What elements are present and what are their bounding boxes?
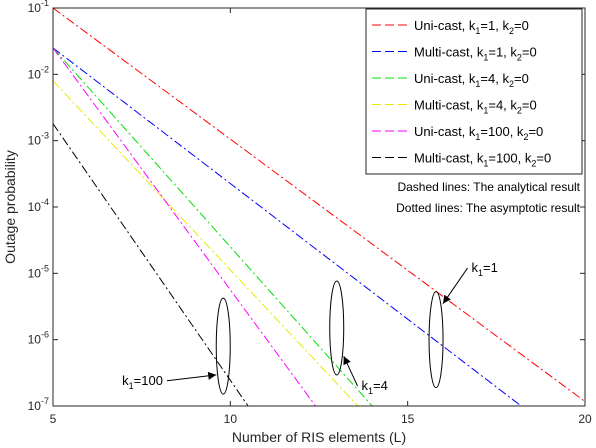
annotation-arrow-line-3 <box>166 374 217 382</box>
y-tick-label: 10-3 <box>28 131 49 148</box>
annotation-ellipse-1 <box>428 291 444 389</box>
legend-entry-6: Multi-cast, k1=100, k2=0 <box>414 151 551 169</box>
y-tick-label: 10-5 <box>28 263 49 280</box>
annotation-label-1: k1=1 <box>472 260 498 278</box>
series-line-3 <box>53 47 373 406</box>
legend-entry-2: Multi-cast, k1=1, k2=0 <box>414 45 537 63</box>
series-line-5 <box>53 47 316 406</box>
annotation-ellipse-2 <box>329 280 345 376</box>
series-lines <box>53 8 585 406</box>
y-tick-label: 10-4 <box>28 197 49 214</box>
legend-entry-5: Uni-cast, k1=100, k2=0 <box>414 124 543 142</box>
annotation-arrow-head-3 <box>207 371 217 380</box>
notes: Dashed lines: The analytical result Dotte… <box>396 180 581 215</box>
legend-box <box>365 8 583 175</box>
series-line-6 <box>53 123 249 406</box>
legend-entry-3: Uni-cast, k1=4, k2=0 <box>414 71 529 89</box>
annotation-label-3: k1=100 <box>122 373 163 391</box>
y-tick-label: 10-7 <box>28 396 49 413</box>
note-2: Dotted lines: The asymptotic result <box>396 201 581 215</box>
x-tick-label: 10 <box>224 412 238 426</box>
annotation-ellipse-3 <box>215 297 231 395</box>
y-tick-label: 10-1 <box>28 0 49 15</box>
x-tick-label: 15 <box>401 412 415 426</box>
x-tick-label: 20 <box>578 412 592 426</box>
y-tick-label: 10-2 <box>28 64 49 81</box>
y-tick-label: 10-6 <box>28 330 49 347</box>
legend-entry-1: Uni-cast, k1=1, k2=0 <box>414 18 529 36</box>
legend: Uni-cast, k1=1, k2=0 Multi-cast, k1=1, k2… <box>365 8 583 175</box>
note-1: Dashed lines: The analytical result <box>397 180 580 194</box>
annotation-arrow-head-1 <box>443 294 451 304</box>
series-line-4 <box>53 80 359 406</box>
x-tick-label: 5 <box>50 412 57 426</box>
series-line-1 <box>53 8 585 402</box>
annotations: k1=1 k1=4 k1=100 <box>122 260 498 396</box>
x-axis-label: Number of RIS elements (L) <box>232 429 406 445</box>
legend-entry-4: Multi-cast, k1=4, k2=0 <box>414 98 537 116</box>
annotation-arrow-head-2 <box>343 356 351 366</box>
axis-ticks: 5 10 15 20 10-1 10-2 10-3 10-4 10-5 10-6 10-7 <box>28 0 592 426</box>
series-line-2 <box>53 47 522 406</box>
annotation-label-2: k1=4 <box>362 378 388 396</box>
y-axis-label: Outage probability <box>2 150 18 264</box>
